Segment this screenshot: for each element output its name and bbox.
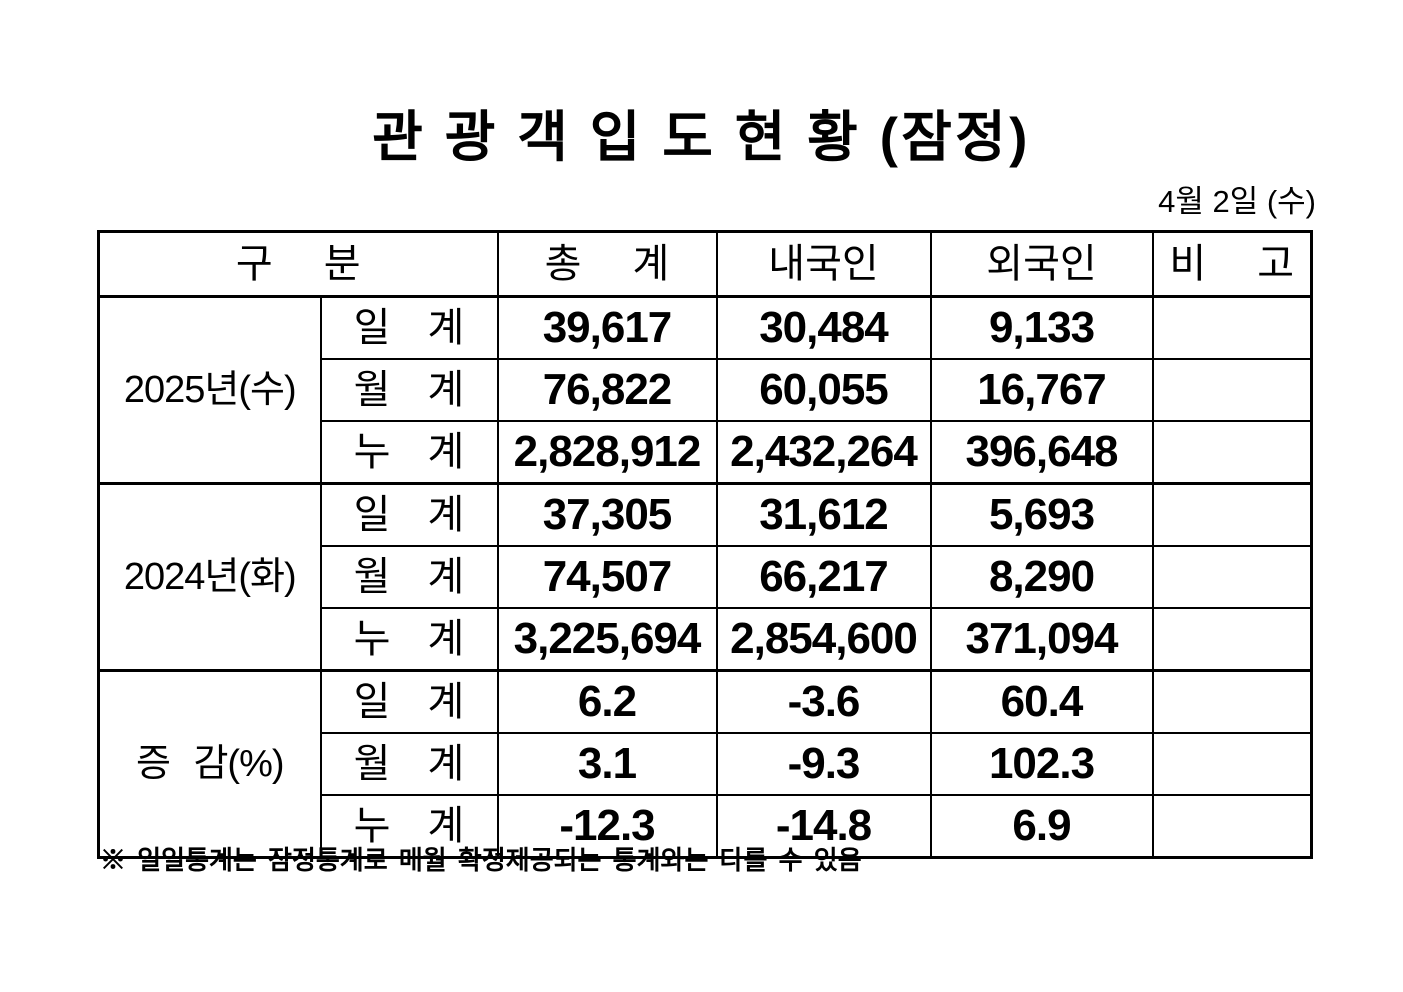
table-row: 월 계 74,507 66,217 8,290 bbox=[99, 545, 1313, 609]
row-label-daily: 일 계 bbox=[319, 295, 499, 360]
tourist-arrivals-table: 구 분 총 계 내국인 외국인 비 고 2025년(수) 일 계 39,617 … bbox=[97, 230, 1313, 859]
remark-cell bbox=[1151, 358, 1313, 422]
table-row: 2024년(화) 일 계 37,305 31,612 5,693 bbox=[97, 482, 1313, 672]
row-label-monthly: 월 계 bbox=[319, 358, 499, 422]
group-label-2024: 2024년(화) bbox=[97, 482, 322, 672]
remark-cell bbox=[1151, 669, 1313, 734]
header-foreign: 외국인 bbox=[929, 230, 1154, 298]
page-title: 관 광 객 입 도 현 황 (잠정) bbox=[372, 106, 1031, 168]
value-total: 39,617 bbox=[496, 295, 718, 360]
value-domestic: -3.6 bbox=[715, 669, 932, 734]
remark-cell bbox=[1151, 545, 1313, 609]
remark-cell bbox=[1151, 794, 1313, 859]
value-domestic: 30,484 bbox=[715, 295, 932, 360]
value-domestic: 2,432,264 bbox=[715, 420, 932, 485]
remark-cell bbox=[1151, 482, 1313, 547]
value-foreign: 6.9 bbox=[929, 794, 1154, 859]
row-label-monthly: 월 계 bbox=[319, 545, 499, 609]
row-label-daily: 일 계 bbox=[319, 669, 499, 734]
table-row: 월 계 76,822 60,055 16,767 bbox=[99, 358, 1313, 422]
table-row: 누 계 3,225,694 2,854,600 371,094 bbox=[99, 607, 1313, 672]
header-total: 총 계 bbox=[496, 230, 718, 298]
value-total: 2,828,912 bbox=[496, 420, 718, 485]
row-label-monthly: 월 계 bbox=[319, 732, 499, 796]
table-row: 누 계 -12.3 -14.8 6.9 bbox=[99, 794, 1313, 859]
value-foreign: 396,648 bbox=[929, 420, 1154, 485]
group-label-2025: 2025년(수) bbox=[97, 295, 322, 485]
value-foreign: 9,133 bbox=[929, 295, 1154, 360]
value-foreign: 102.3 bbox=[929, 732, 1154, 796]
remark-cell bbox=[1151, 420, 1313, 485]
remark-cell bbox=[1151, 607, 1313, 672]
value-foreign: 60.4 bbox=[929, 669, 1154, 734]
value-domestic: 60,055 bbox=[715, 358, 932, 422]
table-row: 증 감(%) 일 계 6.2 -3.6 60.4 bbox=[97, 669, 1313, 859]
footnote: ※ 일일통계는 잠정통계로 매월 확정제공되는 통계와는 다를 수 있음 bbox=[100, 845, 862, 875]
report-date: 4월 2일 (수) bbox=[1158, 184, 1316, 219]
value-domestic: 2,854,600 bbox=[715, 607, 932, 672]
header-row: 구 분 총 계 내국인 외국인 비 고 bbox=[97, 230, 1313, 298]
value-total: 74,507 bbox=[496, 545, 718, 609]
header-category: 구 분 bbox=[97, 230, 499, 298]
remark-cell bbox=[1151, 295, 1313, 360]
row-label-cumulative: 누 계 bbox=[319, 794, 499, 859]
value-domestic: 66,217 bbox=[715, 545, 932, 609]
value-foreign: 16,767 bbox=[929, 358, 1154, 422]
value-domestic: 31,612 bbox=[715, 482, 932, 547]
value-domestic: -14.8 bbox=[715, 794, 932, 859]
value-total: -12.3 bbox=[496, 794, 718, 859]
row-label-cumulative: 누 계 bbox=[319, 420, 499, 485]
table-row: 2025년(수) 일 계 39,617 30,484 9,133 bbox=[97, 295, 1313, 485]
value-foreign: 371,094 bbox=[929, 607, 1154, 672]
table-row: 월 계 3.1 -9.3 102.3 bbox=[99, 732, 1313, 796]
value-foreign: 5,693 bbox=[929, 482, 1154, 547]
group-label-change-pct: 증 감(%) bbox=[97, 669, 322, 859]
value-foreign: 8,290 bbox=[929, 545, 1154, 609]
remark-cell bbox=[1151, 732, 1313, 796]
row-label-cumulative: 누 계 bbox=[319, 607, 499, 672]
value-total: 37,305 bbox=[496, 482, 718, 547]
value-domestic: -9.3 bbox=[715, 732, 932, 796]
table-row: 누 계 2,828,912 2,432,264 396,648 bbox=[99, 420, 1313, 485]
header-remark: 비 고 bbox=[1151, 230, 1313, 298]
row-label-daily: 일 계 bbox=[319, 482, 499, 547]
header-domestic: 내국인 bbox=[715, 230, 932, 298]
value-total: 3,225,694 bbox=[496, 607, 718, 672]
value-total: 76,822 bbox=[496, 358, 718, 422]
value-total: 6.2 bbox=[496, 669, 718, 734]
value-total: 3.1 bbox=[496, 732, 718, 796]
